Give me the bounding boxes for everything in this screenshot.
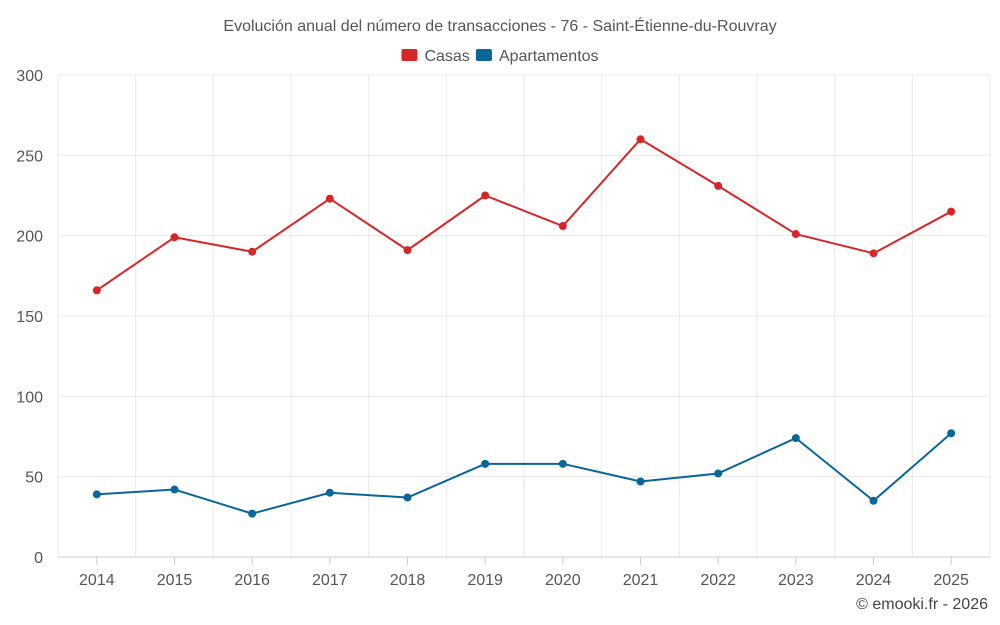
data-point[interactable] [170, 485, 179, 494]
x-tick-label: 2020 [545, 572, 581, 589]
series-line [96, 432, 952, 515]
data-point[interactable] [869, 249, 878, 258]
series-layer [92, 135, 956, 518]
legend-item[interactable]: Apartamentos [475, 48, 599, 65]
x-tick-label: 2024 [856, 572, 892, 589]
y-tick-label: 0 [34, 550, 43, 567]
x-tick-label: 2017 [312, 572, 348, 589]
legend-label: Casas [424, 48, 469, 65]
x-tick-label: 2016 [234, 572, 270, 589]
data-point[interactable] [403, 246, 412, 255]
series-casas [92, 135, 956, 295]
y-tick-label: 200 [16, 229, 43, 246]
data-point[interactable] [248, 247, 257, 256]
data-point[interactable] [170, 233, 179, 242]
y-tick-label: 300 [16, 68, 43, 85]
y-tick-label: 100 [16, 389, 43, 406]
series-apartamentos [92, 429, 956, 518]
data-point[interactable] [481, 459, 490, 468]
x-tick-label: 2025 [933, 572, 969, 589]
data-point[interactable] [325, 488, 334, 497]
data-point[interactable] [714, 469, 723, 478]
data-point[interactable] [403, 493, 412, 502]
data-point[interactable] [558, 222, 567, 231]
legend: Casas Apartamentos [401, 48, 599, 65]
data-point[interactable] [558, 459, 567, 468]
data-point[interactable] [636, 477, 645, 486]
grid [57, 74, 991, 557]
data-point[interactable] [947, 429, 956, 438]
data-point[interactable] [481, 191, 490, 200]
data-point[interactable] [791, 230, 800, 239]
y-tick-label: 250 [16, 148, 43, 165]
series-line [96, 138, 952, 292]
credit-text: © emooki.fr - 2026 [856, 596, 988, 613]
data-point[interactable] [947, 207, 956, 216]
data-point[interactable] [869, 496, 878, 505]
data-point[interactable] [248, 509, 257, 518]
y-tick-label: 150 [16, 309, 43, 326]
x-tick-label: 2022 [700, 572, 736, 589]
legend-item[interactable]: Casas [401, 48, 470, 65]
x-tick-label: 2021 [623, 572, 659, 589]
x-tick-label: 2015 [157, 572, 193, 589]
data-point[interactable] [636, 135, 645, 144]
axes: 0 50 100 150 200 250 300 2014 2015 2016 2017 2018 20… [16, 68, 990, 589]
x-tick-label: 2018 [390, 572, 426, 589]
y-tick-label: 50 [25, 470, 43, 487]
x-tick-label: 2023 [778, 572, 814, 589]
x-tick-label: 2014 [79, 572, 115, 589]
data-point[interactable] [791, 434, 800, 443]
legend-label: Apartamentos [499, 48, 599, 65]
chart-title: Evolución anual del número de transaccio… [223, 16, 776, 35]
legend-swatch [401, 49, 418, 61]
data-point[interactable] [92, 286, 101, 295]
data-point[interactable] [714, 181, 723, 190]
x-tick-label: 2019 [467, 572, 503, 589]
legend-swatch [475, 49, 492, 61]
data-point[interactable] [325, 194, 334, 203]
data-point[interactable] [92, 490, 101, 499]
